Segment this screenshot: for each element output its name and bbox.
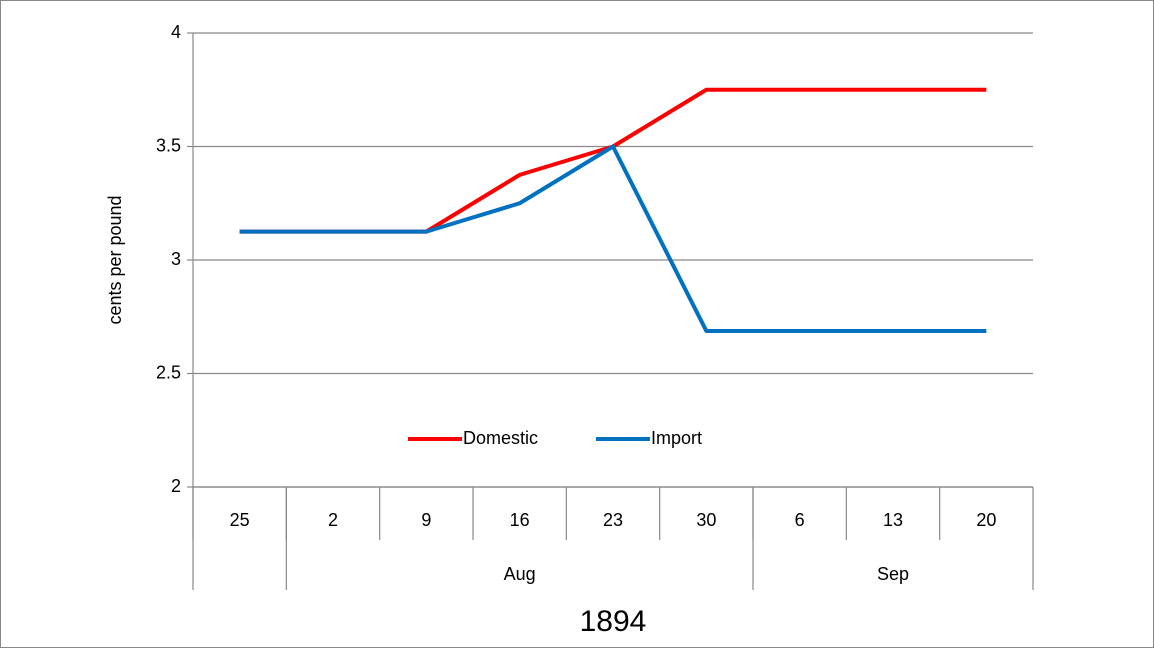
x-tick-label: 9 <box>421 510 431 530</box>
x-tick-label: 2 <box>328 510 338 530</box>
y-axis-label: cents per pound <box>105 195 125 324</box>
x-tick-label: 20 <box>976 510 996 530</box>
x-group-label: Aug <box>504 564 536 584</box>
x-group-label: Sep <box>877 564 909 584</box>
x-tick-label: 6 <box>795 510 805 530</box>
x-tick-label: 25 <box>230 510 250 530</box>
legend-label: Import <box>651 428 702 448</box>
x-tick-label: 13 <box>883 510 903 530</box>
y-tick-label: 3 <box>171 249 181 269</box>
y-tick-label: 2 <box>171 476 181 496</box>
y-tick-label: 4 <box>171 22 181 42</box>
x-tick-label: 23 <box>603 510 623 530</box>
x-tick-label: 30 <box>696 510 716 530</box>
y-tick-label: 3.5 <box>156 135 181 155</box>
y-tick-label: 2.5 <box>156 362 181 382</box>
legend-label: Domestic <box>463 428 538 448</box>
x-axis-label: 1894 <box>580 605 647 638</box>
line-series <box>239 144 987 333</box>
x-tick-label: 16 <box>510 510 530 530</box>
